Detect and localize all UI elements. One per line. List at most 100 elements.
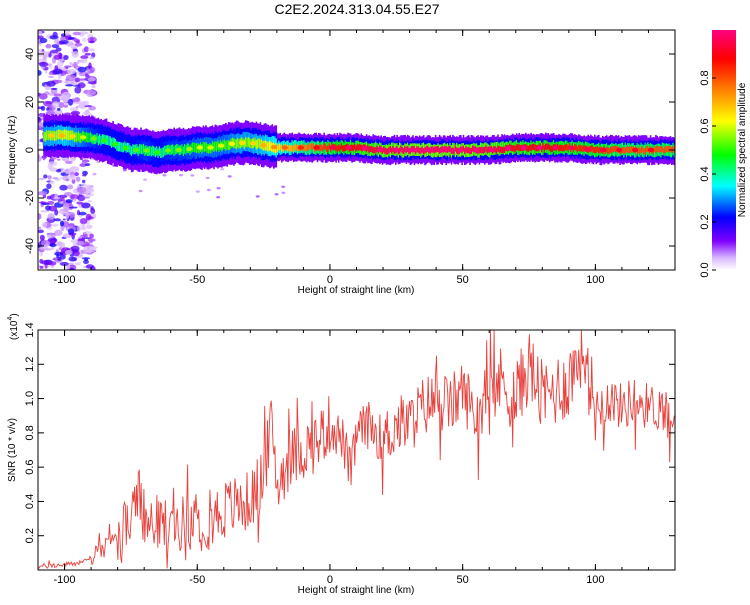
ridge-cell: [560, 144, 563, 152]
noise-point: [54, 65, 59, 71]
ridge-cell: [494, 146, 497, 153]
ridge-cell: [340, 143, 343, 150]
noise-point: [84, 52, 92, 56]
colorbar-ticks: 0.0 0.2 0.4 0.6 0.8: [699, 70, 716, 278]
ridge-cell: [173, 146, 175, 156]
ridge-blob: [600, 147, 607, 153]
x-tick-label: -100: [54, 574, 76, 586]
ridge-cell: [55, 131, 57, 141]
noise-point: [74, 86, 82, 94]
y-tick-label: 20: [24, 96, 36, 108]
noise-point: [49, 243, 57, 248]
noise-point: [40, 210, 50, 213]
ridge-cell: [322, 145, 324, 152]
ridge-cell: [279, 143, 282, 150]
snr-line: [38, 330, 675, 569]
ridge-cell: [119, 141, 121, 152]
noise-point: [46, 183, 52, 189]
noise-point: [68, 256, 76, 262]
ridge-cell: [513, 145, 515, 152]
ridge-cell: [56, 129, 59, 140]
ridge-cell: [64, 129, 67, 139]
noise-point: [49, 180, 55, 184]
ridge-cell: [75, 131, 77, 142]
ridge-cell: [111, 138, 113, 148]
ridge-cell: [527, 145, 530, 153]
ridge-cell: [448, 145, 450, 152]
noise-point: [45, 43, 52, 49]
noise-point: [39, 37, 48, 44]
ridge-cell: [223, 139, 226, 150]
noise-point: [64, 80, 69, 84]
ridge-cell: [294, 144, 296, 151]
ridge-cell: [653, 145, 656, 152]
colorbar-tick-label: 0.4: [699, 166, 711, 181]
ridge-cell: [160, 148, 162, 158]
ridge-blob: [329, 145, 336, 150]
noise-point: [78, 211, 87, 216]
ridge-cell: [116, 141, 118, 151]
ridge-blob: [504, 146, 511, 151]
noise-point: [57, 194, 68, 199]
ridge-cell: [567, 145, 570, 152]
ridge-cell: [479, 147, 482, 154]
ridge-blob: [260, 143, 267, 148]
ridge-blob: [281, 145, 288, 150]
ridge-cell: [369, 145, 372, 153]
ridge-cell: [255, 139, 258, 150]
noise-point: [89, 233, 94, 239]
noise-point: [85, 68, 91, 72]
ridge-blob: [616, 147, 623, 153]
ridge-blob: [122, 145, 129, 151]
ridge-cell: [472, 145, 474, 152]
noise-point: [59, 39, 69, 45]
noise-point: [89, 56, 95, 59]
y-tick-label: 1.4: [24, 322, 36, 337]
ridge-cell: [184, 144, 186, 154]
ridge-cell: [418, 147, 421, 154]
ridge-cell: [564, 144, 567, 151]
ridge-cell: [100, 136, 102, 146]
y-tick-label: -20: [24, 190, 36, 206]
noise-point: [64, 249, 73, 256]
ridge-cell: [319, 144, 321, 151]
ridge-blob: [584, 147, 591, 152]
noise-point: [77, 66, 87, 73]
ridge-cell: [238, 139, 240, 149]
ridge-cell: [79, 133, 81, 143]
noise-point: [38, 213, 42, 220]
noise-point: [38, 229, 44, 234]
noise-point: [143, 178, 148, 181]
ridge-cell: [657, 146, 660, 153]
noise-point: [51, 96, 61, 104]
ridge-blob: [632, 147, 639, 153]
noise-point: [39, 252, 44, 257]
ridge-cell: [108, 135, 110, 146]
noise-point: [47, 213, 55, 220]
snr-y-multiplier-close: ): [9, 313, 20, 316]
ridge-cell: [416, 146, 418, 153]
ridge-cell: [385, 148, 388, 155]
y-tick-label: 0.6: [24, 459, 36, 474]
noise-point: [85, 213, 92, 221]
noise-point: [82, 223, 86, 230]
ridge-cell: [88, 132, 90, 143]
noise-point: [74, 262, 81, 266]
ridge-cell: [65, 130, 68, 140]
ridge-cell: [352, 145, 355, 152]
ridge-cell: [550, 145, 552, 152]
ridge-blob: [472, 147, 480, 153]
ridge-cell: [376, 145, 378, 152]
ridge-cell: [129, 145, 132, 155]
ridge-blob: [440, 147, 448, 153]
ridge-blob: [207, 145, 214, 150]
noise-point: [38, 117, 42, 123]
ridge-cell: [359, 143, 361, 150]
ridge-cell: [226, 140, 228, 150]
noise-point: [59, 261, 69, 266]
ridge-cell: [566, 144, 568, 151]
ridge-cell: [668, 146, 670, 153]
noise-point: [281, 191, 286, 194]
ridge-blob: [647, 147, 655, 153]
noise-point: [68, 167, 74, 173]
